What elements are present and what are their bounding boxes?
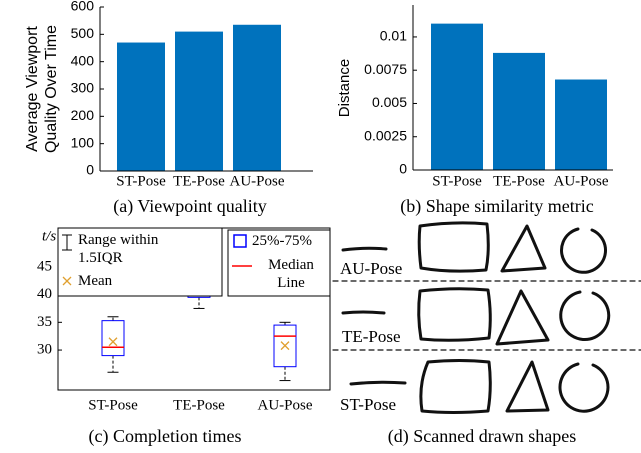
drawn-circle bbox=[561, 292, 609, 340]
y-tick-label: 0.01 bbox=[380, 28, 407, 44]
y-tick-label: 400 bbox=[71, 52, 95, 68]
y-tick-label: 30 bbox=[37, 341, 52, 357]
x-tick-label: TE-Pose bbox=[173, 173, 225, 189]
y-tick-label: 40 bbox=[37, 286, 52, 302]
bar bbox=[175, 32, 223, 171]
drawn-line bbox=[351, 382, 405, 384]
shapes bbox=[333, 223, 641, 413]
x-tick-label: TE-Pose bbox=[173, 397, 225, 413]
y-tick-label: 0 bbox=[399, 161, 407, 177]
y-tick-label: 0 bbox=[86, 162, 94, 178]
drawn-square bbox=[421, 361, 490, 413]
legend-label: 25%-75% bbox=[252, 232, 312, 250]
y-tick-label: 0.0075 bbox=[364, 61, 407, 77]
bar bbox=[233, 25, 281, 171]
caption: (d) Scanned drawn shapes bbox=[388, 426, 576, 447]
drawn-square bbox=[419, 289, 491, 341]
caption: (b) Shape similarity metric bbox=[400, 196, 593, 217]
box bbox=[102, 321, 124, 356]
drawn-circle bbox=[562, 229, 606, 272]
x-tick-label: AU-Pose bbox=[554, 173, 609, 189]
legend-label: Range within 1.5IQR bbox=[78, 231, 178, 267]
y-tick-label: 45 bbox=[37, 258, 52, 274]
figure-canvas: (a) Viewpoint quality (b) Shape similari… bbox=[0, 0, 641, 453]
row-label: ST-Pose bbox=[340, 395, 396, 414]
y-tick-label: 300 bbox=[71, 80, 95, 96]
drawn-line bbox=[343, 312, 384, 313]
caption: (a) Viewpoint quality bbox=[113, 196, 267, 217]
legend-label: Median Line bbox=[260, 256, 322, 292]
row-label: AU-Pose bbox=[340, 259, 402, 278]
bar bbox=[117, 43, 165, 171]
legend-label: Mean bbox=[78, 272, 112, 290]
bar bbox=[493, 53, 545, 170]
y-tick-label: 200 bbox=[71, 107, 95, 123]
drawn-square bbox=[419, 223, 488, 271]
mean-marker bbox=[109, 338, 117, 346]
x-tick-label: AU-Pose bbox=[230, 173, 285, 189]
drawn-triangle bbox=[507, 362, 548, 411]
y-tick-label: 0.005 bbox=[372, 94, 407, 110]
x-tick-label: TE-Pose bbox=[493, 173, 545, 189]
y-axis-label: Average Viewport Quality Over Time bbox=[23, 14, 61, 164]
bar bbox=[431, 24, 483, 170]
y-tick-label: 500 bbox=[71, 25, 95, 41]
y-tick-label: 35 bbox=[37, 314, 52, 330]
drawn-triangle bbox=[497, 291, 548, 344]
drawn-triangle bbox=[502, 226, 545, 271]
y-tick-label: 0.0025 bbox=[364, 127, 407, 143]
figure: (a) Viewpoint quality (b) Shape similari… bbox=[0, 0, 641, 453]
x-tick-label: ST-Pose bbox=[116, 173, 166, 189]
mean-marker bbox=[281, 342, 289, 350]
drawn-circle bbox=[560, 364, 608, 411]
y-axis-label: Distance bbox=[336, 59, 353, 117]
y-axis-label: t/s bbox=[42, 228, 56, 244]
y-tick-label: 100 bbox=[71, 134, 95, 150]
x-tick-label: AU-Pose bbox=[258, 397, 313, 413]
bar bbox=[555, 80, 607, 170]
y-tick-label: 600 bbox=[71, 0, 95, 14]
caption: (c) Completion times bbox=[89, 426, 242, 447]
x-tick-label: ST-Pose bbox=[88, 397, 138, 413]
row-label: TE-Pose bbox=[342, 327, 401, 346]
drawn-line bbox=[343, 248, 386, 250]
x-tick-label: ST-Pose bbox=[432, 173, 482, 189]
